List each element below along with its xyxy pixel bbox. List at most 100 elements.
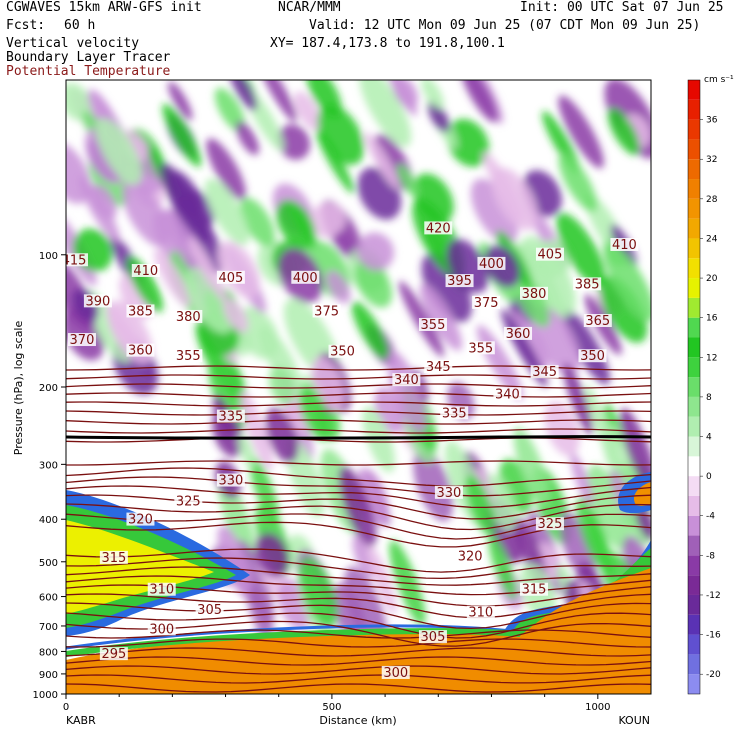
y-tick-label: 400 <box>39 515 58 526</box>
theta-contour <box>66 485 651 509</box>
theta-label: 355 <box>468 341 493 356</box>
velocity-cell <box>367 543 397 615</box>
colorbar-tick-label: -8 <box>706 551 715 561</box>
colorbar-swatch <box>688 634 700 655</box>
theta-label-bg <box>83 294 112 308</box>
y-tick-label: 800 <box>39 647 58 658</box>
velocity-cell <box>277 124 311 160</box>
theta-contour <box>66 674 651 684</box>
colorbar-frame <box>687 79 701 695</box>
velocity-cell <box>326 270 351 304</box>
theta-label-bg <box>99 550 128 564</box>
theta-label: 315 <box>101 551 126 566</box>
theta-label: 320 <box>458 550 483 565</box>
velocity-cell <box>562 308 610 385</box>
theta-label-bg <box>583 314 612 328</box>
colorbar-tick-label: 16 <box>706 314 718 324</box>
velocity-cell <box>460 80 498 123</box>
theta-contour <box>66 683 651 693</box>
theta-label-bg <box>174 349 203 363</box>
velocity-cell <box>419 283 463 351</box>
theta-label: 365 <box>585 314 610 329</box>
init-time: Init: 00 UTC Sat 07 Jun 25 <box>520 0 724 15</box>
theta-label: 340 <box>495 387 520 402</box>
theta-contour <box>66 602 651 630</box>
velocity-cell <box>354 259 393 308</box>
theta-label: 340 <box>394 373 419 388</box>
theta-label-bg <box>466 341 495 355</box>
theta-label-bg <box>195 602 224 616</box>
theta-label: 330 <box>218 474 243 489</box>
x-tick-label: 0 <box>63 702 69 713</box>
theta-label-bg <box>66 253 88 267</box>
theta-label-bg <box>174 309 203 323</box>
colorbar-swatch <box>688 317 700 338</box>
colorbar-swatch <box>688 416 700 437</box>
theta-contour <box>66 410 651 416</box>
theta-label-bg <box>493 387 522 401</box>
x-axis-title: Distance (km) <box>319 714 396 727</box>
theta-label: 350 <box>330 345 355 360</box>
velocity-cell <box>421 80 444 110</box>
colorbar-swatch <box>688 436 700 457</box>
y-axis-title: Pressure (hPa), log scale <box>12 321 25 456</box>
colorbar-swatch <box>688 278 700 298</box>
theta-label: 375 <box>474 296 499 311</box>
theta-label: 395 <box>447 274 472 289</box>
theta-label-bg <box>216 409 245 423</box>
colorbar-swatch <box>688 218 700 239</box>
theta-label-bg <box>535 247 564 261</box>
y-tick-label: 700 <box>39 622 58 633</box>
colorbar-swatch <box>688 198 700 219</box>
velocity-cell <box>229 80 257 111</box>
velocity-cell <box>556 212 606 288</box>
velocity-cell <box>122 179 170 247</box>
theta-label: 335 <box>442 406 467 421</box>
velocity-cell <box>513 427 549 506</box>
theta-label-bg <box>381 665 410 679</box>
theta-contour <box>66 656 651 666</box>
cross-section-endpoints: XY= 187.4,173.8 to 191.8,100.1 <box>270 36 505 51</box>
theta-label-bg <box>466 605 495 619</box>
velocity-cell <box>427 101 450 133</box>
potential-temperature-contours <box>66 365 651 693</box>
theta-label-bg <box>520 582 548 596</box>
theta-label-bg <box>472 295 501 309</box>
theta-label-bg <box>530 365 559 379</box>
theta-contour <box>66 665 651 675</box>
theta-label-bg <box>578 349 607 363</box>
velocity-cell <box>293 91 322 131</box>
velocity-cell <box>317 104 365 165</box>
theta-label-bg <box>174 494 203 508</box>
colorbar-tick-label: 12 <box>706 353 717 363</box>
theta-label: 360 <box>128 344 153 359</box>
theta-contour <box>66 548 651 573</box>
center-name: NCAR/MMM <box>278 0 341 15</box>
colorbar-unit: cm s⁻¹ <box>704 75 734 85</box>
velocity-cell <box>235 121 260 156</box>
theta-contour <box>66 476 651 497</box>
colorbar-swatch <box>688 337 700 358</box>
theta-contour <box>66 575 651 596</box>
velocity-cell <box>558 153 597 212</box>
colorbar-swatch <box>688 594 700 615</box>
tropopause-line <box>66 435 651 440</box>
velocity-cell <box>204 178 250 246</box>
theta-label-bg <box>392 373 421 387</box>
theta-label: 335 <box>218 410 243 425</box>
y-tick-label: 500 <box>39 558 58 569</box>
theta-label: 380 <box>522 287 547 302</box>
theta-label-bg <box>440 406 469 420</box>
colorbar-swatch <box>688 535 700 556</box>
velocity-cell <box>206 138 246 201</box>
theta-contour <box>66 557 651 580</box>
colorbar-swatch <box>688 159 700 180</box>
y-tick-label: 100 <box>39 251 58 262</box>
velocity-cell <box>520 236 576 316</box>
velocity-cell <box>488 534 517 600</box>
theta-label-bg <box>131 263 160 277</box>
theta-label-bg <box>520 286 548 300</box>
colorbar-swatch <box>688 654 700 675</box>
colorbar-swatch <box>688 357 700 378</box>
velocity-cell <box>309 202 346 238</box>
